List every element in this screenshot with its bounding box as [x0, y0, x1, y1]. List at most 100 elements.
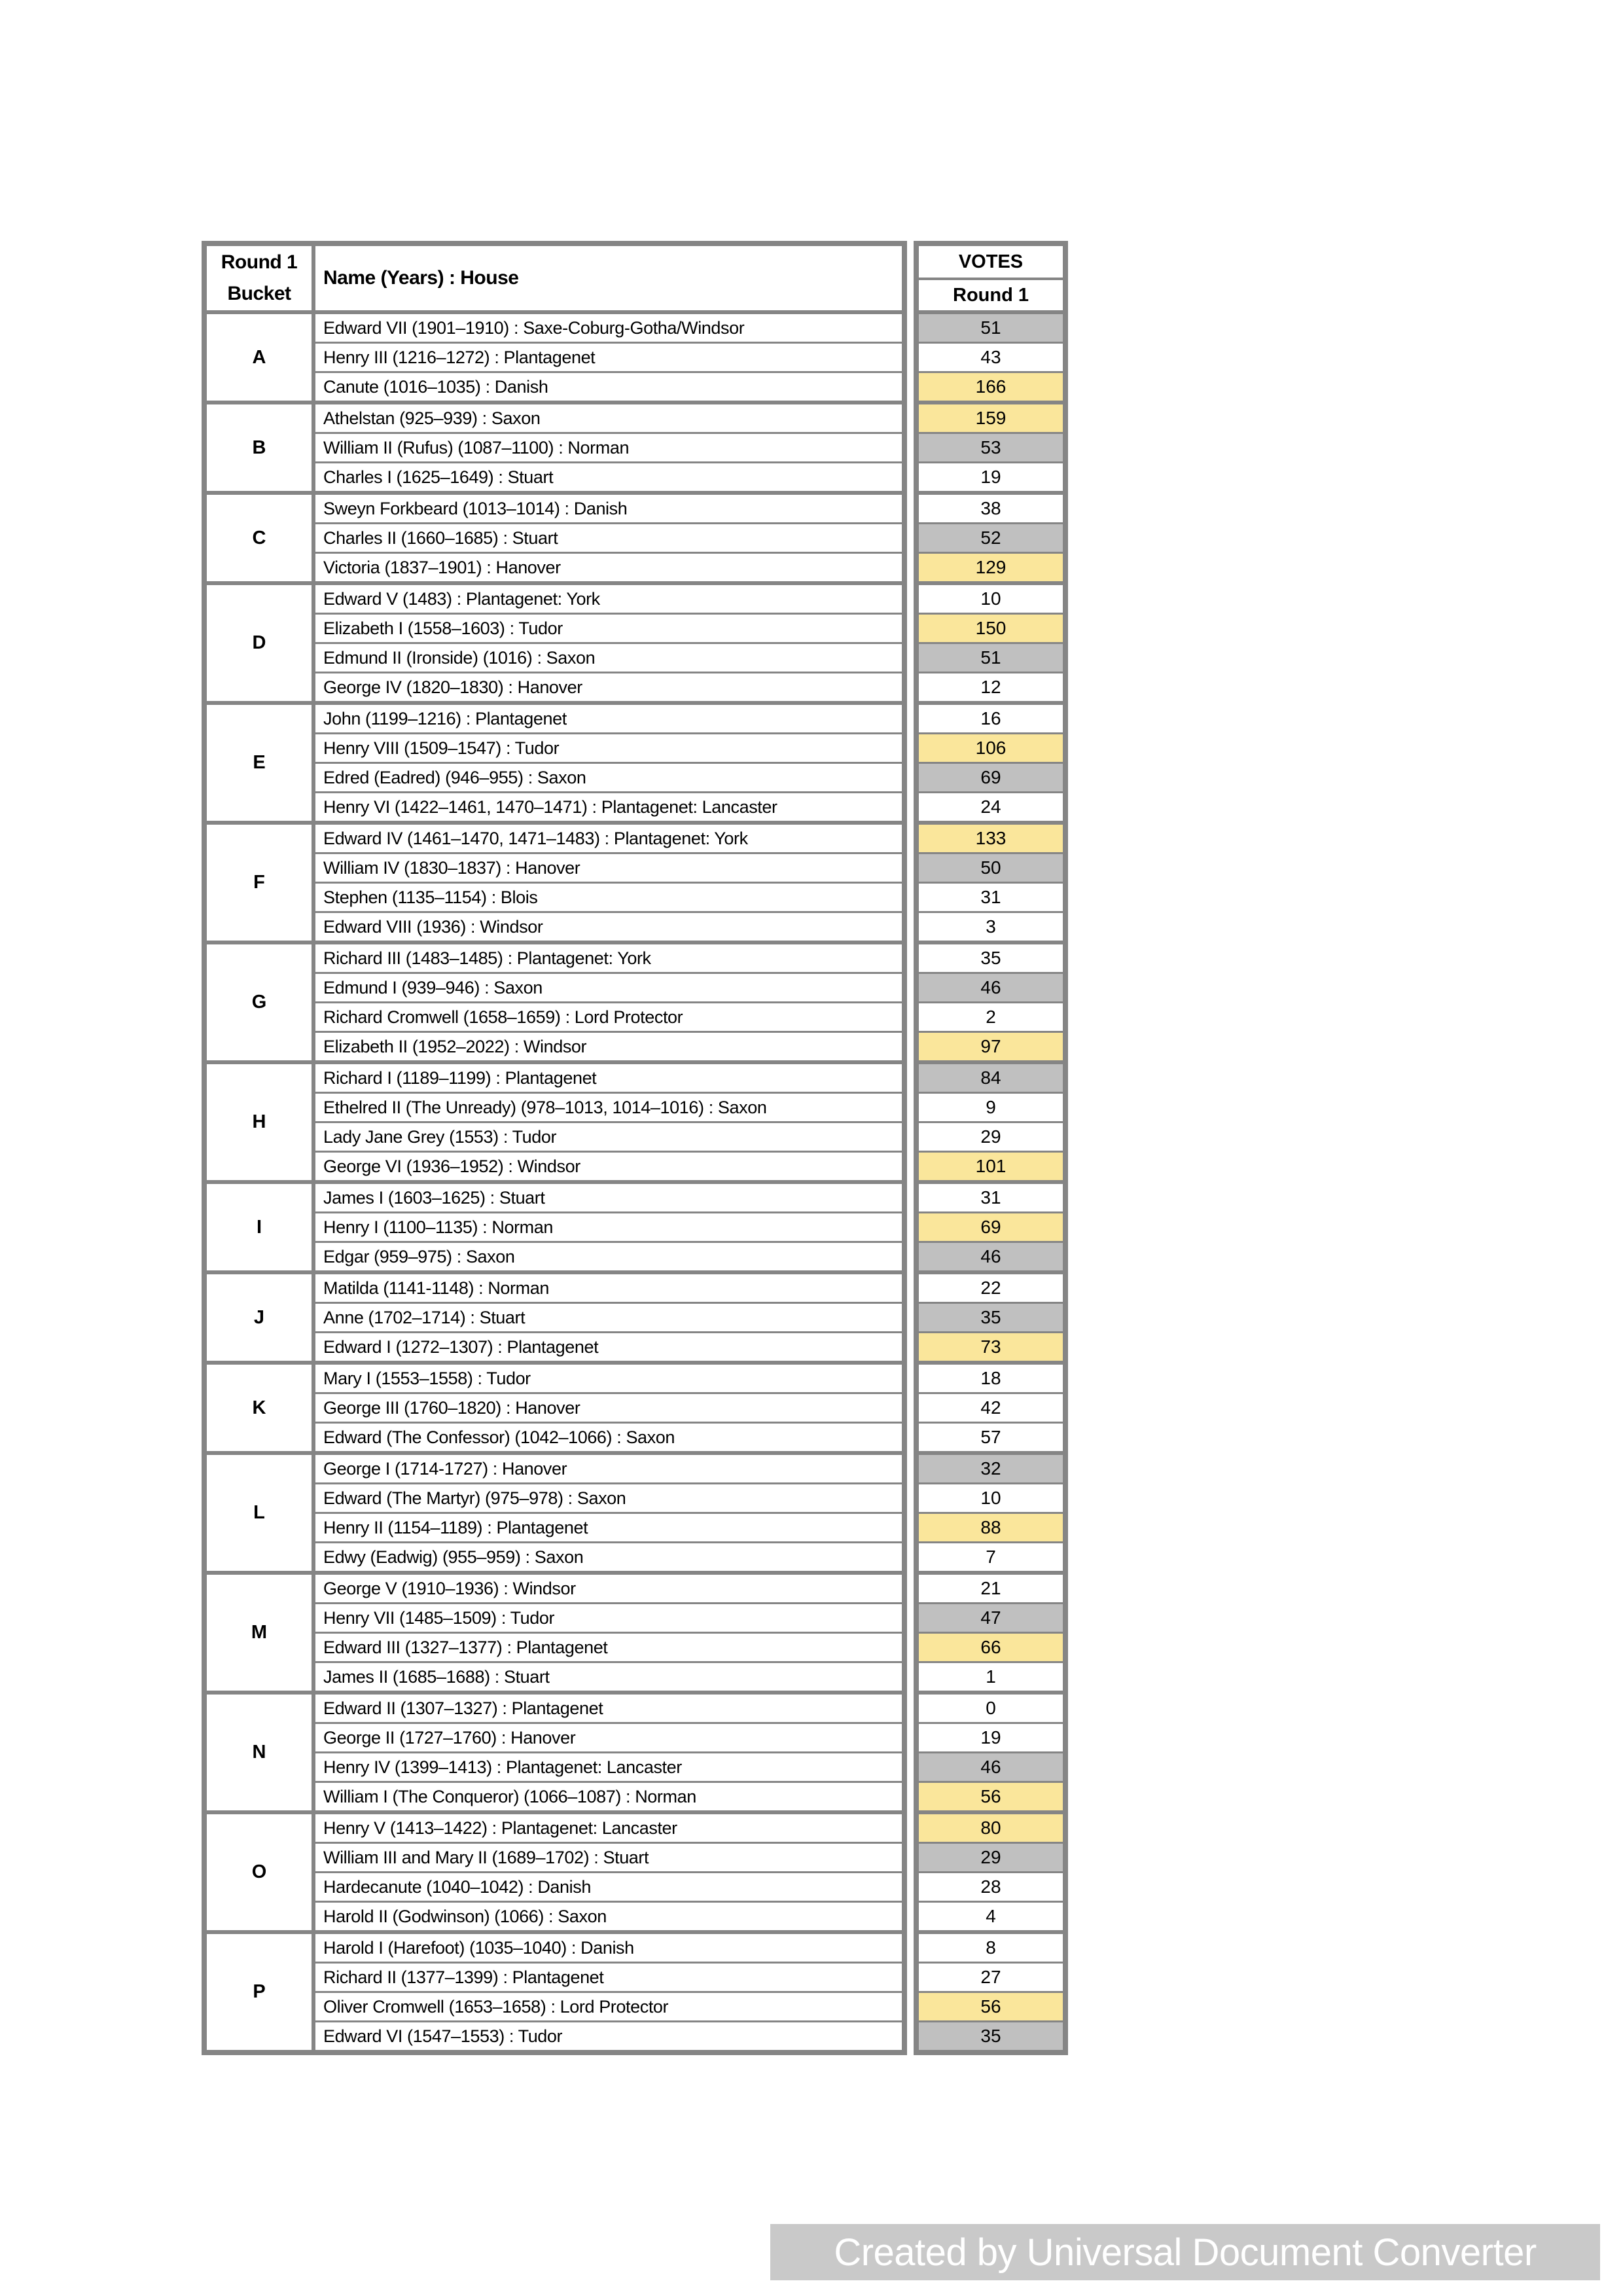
- bucket-label: G: [207, 944, 312, 1060]
- bucket-rows: Mary I (1553–1558) : Tudor George III (17…: [315, 1365, 902, 1451]
- vote-cell: 10: [919, 585, 1063, 613]
- vote-cell: 150: [919, 615, 1063, 642]
- bucket-rows: Edward V (1483) : Plantagenet: York Eliza…: [315, 585, 902, 701]
- monarch-name-cell: Sweyn Forkbeard (1013–1014) : Danish: [315, 495, 902, 522]
- vote-cell: 21: [919, 1575, 1063, 1602]
- bucket-label: D: [207, 585, 312, 701]
- vote-cell: 2: [919, 1003, 1063, 1031]
- vote-cell: 84: [919, 1064, 1063, 1092]
- monarch-name-cell: Harold II (Godwinson) (1066) : Saxon: [315, 1903, 902, 1930]
- vote-group: 38 52 129: [919, 495, 1063, 581]
- bucket-label: H: [207, 1064, 312, 1180]
- vote-cell: 18: [919, 1365, 1063, 1392]
- vote-group: 8 27 56 35: [919, 1934, 1063, 2050]
- vote-cell: 19: [919, 463, 1063, 491]
- monarch-name-cell: George IV (1820–1830) : Hanover: [315, 673, 902, 701]
- monarch-name-cell: Edward II (1307–1327) : Plantagenet: [315, 1695, 902, 1722]
- vote-cell: 53: [919, 434, 1063, 461]
- vote-group: 84 9 29 101: [919, 1064, 1063, 1180]
- bucket-block: A Edward VII (1901–1910) : Saxe-Coburg-Go…: [207, 314, 902, 401]
- monarch-name-cell: William III and Mary II (1689–1702) : St…: [315, 1844, 902, 1871]
- vote-cell: 51: [919, 314, 1063, 342]
- vote-cell: 46: [919, 1243, 1063, 1270]
- monarch-name-cell: Richard I (1189–1199) : Plantagenet: [315, 1064, 902, 1092]
- bucket-rows: George I (1714-1727) : Hanover Edward (Th…: [315, 1455, 902, 1571]
- monarch-name-cell: Edgar (959–975) : Saxon: [315, 1243, 902, 1270]
- vote-cell: 38: [919, 495, 1063, 522]
- monarch-name-cell: Mary I (1553–1558) : Tudor: [315, 1365, 902, 1392]
- vote-cell: 19: [919, 1724, 1063, 1751]
- bucket-block: O Henry V (1413–1422) : Plantagenet: Lanc…: [207, 1814, 902, 1930]
- vote-group: 0 19 46 56: [919, 1695, 1063, 1810]
- bucket-header-line2: Bucket: [227, 283, 291, 304]
- bucket-block: C Sweyn Forkbeard (1013–1014) : Danish Cha…: [207, 495, 902, 581]
- vote-group: 21 47 66 1: [919, 1575, 1063, 1691]
- monarch-name-cell: Edward (The Martyr) (975–978) : Saxon: [315, 1484, 902, 1512]
- bucket-rows: Athelstan (925–939) : Saxon William II (R…: [315, 404, 902, 491]
- bucket-block: K Mary I (1553–1558) : Tudor George III (1…: [207, 1365, 902, 1451]
- vote-cell: 27: [919, 1964, 1063, 1991]
- vote-cell: 12: [919, 673, 1063, 701]
- monarch-name-cell: Edward (The Confessor) (1042–1066) : Sax…: [315, 1424, 902, 1451]
- bucket-rows: Sweyn Forkbeard (1013–1014) : Danish Char…: [315, 495, 902, 581]
- bucket-block: J Matilda (1141-1148) : Norman Anne (1702–…: [207, 1274, 902, 1361]
- bucket-block: P Harold I (Harefoot) (1035–1040) : Danis…: [207, 1934, 902, 2050]
- monarch-name-cell: Edmund I (939–946) : Saxon: [315, 974, 902, 1001]
- vote-cell: 32: [919, 1455, 1063, 1482]
- monarch-name-cell: Henry III (1216–1272) : Plantagenet: [315, 344, 902, 371]
- monarch-name-cell: William IV (1830–1837) : Hanover: [315, 854, 902, 882]
- vote-cell: 73: [919, 1333, 1063, 1361]
- monarch-name-cell: Henry IV (1399–1413) : Plantagenet: Lanc…: [315, 1753, 902, 1781]
- bucket-header-line1: Round 1: [221, 251, 298, 273]
- bucket-label: E: [207, 705, 312, 821]
- vote-cell: 88: [919, 1514, 1063, 1541]
- bucket-rows: James I (1603–1625) : Stuart Henry I (110…: [315, 1184, 902, 1270]
- bucket-rows: Richard I (1189–1199) : Plantagenet Ethel…: [315, 1064, 902, 1180]
- vote-group: 35 46 2 97: [919, 944, 1063, 1060]
- bucket-block: H Richard I (1189–1199) : Plantagenet Ethe…: [207, 1064, 902, 1180]
- vote-group: 31 69 46: [919, 1184, 1063, 1270]
- bucket-label: I: [207, 1184, 312, 1270]
- vote-cell: 133: [919, 825, 1063, 852]
- bucket-block: M George V (1910–1936) : Windsor Henry VII…: [207, 1575, 902, 1691]
- vote-group: 22 35 73: [919, 1274, 1063, 1361]
- vote-cell: 1: [919, 1663, 1063, 1691]
- bucket-column-header: Round 1 Bucket: [207, 246, 312, 310]
- monarch-name-cell: Elizabeth II (1952–2022) : Windsor: [315, 1033, 902, 1060]
- monarch-name-cell: Edwy (Eadwig) (955–959) : Saxon: [315, 1543, 902, 1571]
- vote-cell: 46: [919, 1753, 1063, 1781]
- vote-group: 10 150 51 12: [919, 585, 1063, 701]
- monarch-name-cell: William I (The Conqueror) (1066–1087) : …: [315, 1783, 902, 1810]
- vote-cell: 66: [919, 1634, 1063, 1661]
- bucket-label: K: [207, 1365, 312, 1451]
- vote-cell: 50: [919, 854, 1063, 882]
- bucket-rows: Matilda (1141-1148) : Norman Anne (1702–1…: [315, 1274, 902, 1361]
- vote-cell: 47: [919, 1604, 1063, 1632]
- vote-cell: 80: [919, 1814, 1063, 1842]
- bucket-label: M: [207, 1575, 312, 1691]
- bracket-table: Round 1 Bucket Name (Years) : House A Edw…: [202, 241, 907, 2055]
- monarch-name-cell: Richard Cromwell (1658–1659) : Lord Prot…: [315, 1003, 902, 1031]
- monarch-name-cell: Ethelred II (The Unready) (978–1013, 101…: [315, 1094, 902, 1121]
- watermark-text: Created by Universal Document Converter: [834, 2231, 1537, 2274]
- monarch-name-cell: Hardecanute (1040–1042) : Danish: [315, 1873, 902, 1901]
- vote-cell: 31: [919, 884, 1063, 911]
- vote-cell: 10: [919, 1484, 1063, 1512]
- monarch-name-cell: Matilda (1141-1148) : Norman: [315, 1274, 902, 1302]
- monarch-name-cell: Edward III (1327–1377) : Plantagenet: [315, 1634, 902, 1661]
- vote-cell: 129: [919, 554, 1063, 581]
- bucket-rows: George V (1910–1936) : Windsor Henry VII …: [315, 1575, 902, 1691]
- vote-cell: 3: [919, 913, 1063, 941]
- vote-cell: 56: [919, 1783, 1063, 1810]
- vote-cell: 52: [919, 524, 1063, 552]
- bucket-label: L: [207, 1455, 312, 1571]
- bucket-block: D Edward V (1483) : Plantagenet: York Eliz…: [207, 585, 902, 701]
- monarch-name-cell: Lady Jane Grey (1553) : Tudor: [315, 1123, 902, 1151]
- monarch-name-cell: William II (Rufus) (1087–1100) : Norman: [315, 434, 902, 461]
- vote-cell: 8: [919, 1934, 1063, 1962]
- vote-group: 80 29 28 4: [919, 1814, 1063, 1930]
- monarch-name-cell: Edward VIII (1936) : Windsor: [315, 913, 902, 941]
- table-header-row: Round 1 Bucket Name (Years) : House: [207, 246, 902, 310]
- vote-cell: 4: [919, 1903, 1063, 1930]
- bucket-rows: John (1199–1216) : Plantagenet Henry VIII…: [315, 705, 902, 821]
